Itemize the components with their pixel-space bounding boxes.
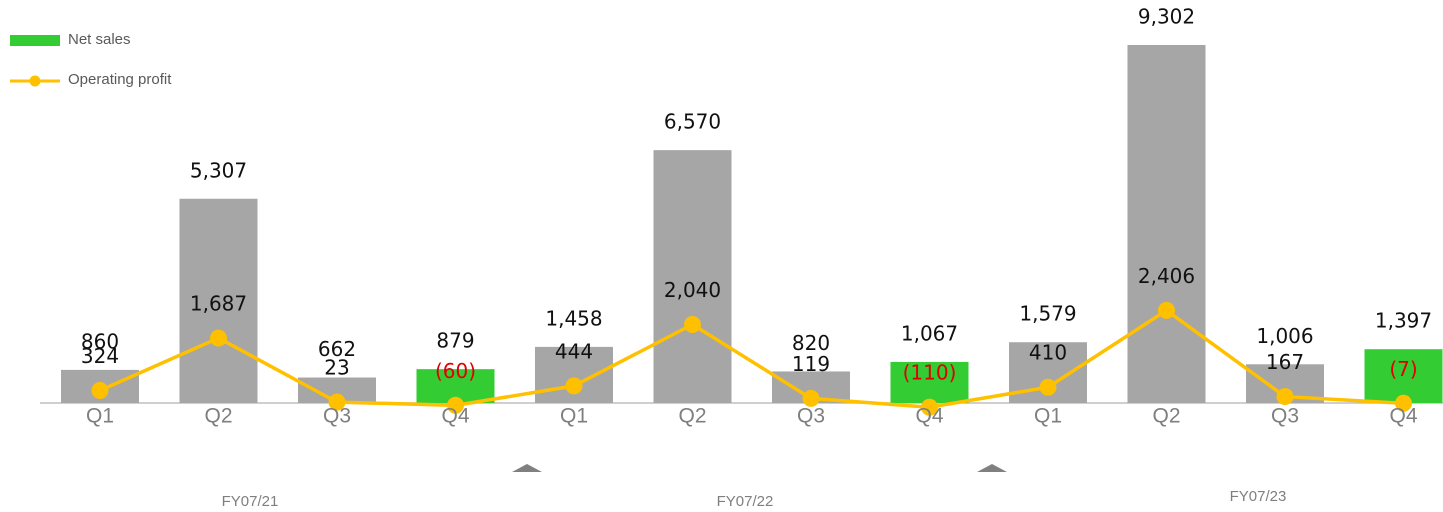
x-tick-label: Q4: [441, 405, 469, 428]
data-label: 879: [436, 329, 474, 353]
x-tick-label: Q4: [1389, 405, 1417, 428]
line-marker: [328, 393, 346, 411]
group-separator: [977, 464, 1007, 472]
data-label: 6,570: [664, 110, 721, 134]
bar: [1127, 45, 1206, 403]
bar: [1364, 349, 1443, 403]
data-label: 1,579: [1019, 302, 1076, 326]
x-tick-label: Q3: [323, 405, 351, 428]
data-label: 9,302: [1138, 5, 1195, 29]
data-label: 1,687: [190, 292, 247, 316]
line-marker: [921, 398, 938, 416]
legend-label: Net sales: [68, 31, 131, 48]
group-separator: [512, 464, 542, 472]
x-tick-label: Q3: [797, 405, 825, 428]
data-label: 1,458: [545, 306, 602, 330]
bar: [179, 198, 258, 403]
group-label: FY07/22: [717, 493, 774, 510]
group-label: FY07/21: [222, 493, 279, 510]
line-marker: [1395, 394, 1412, 412]
data-label: 860: [81, 329, 119, 353]
data-label: (110): [903, 361, 957, 385]
bar: [653, 150, 732, 403]
data-label: 324: [81, 344, 119, 368]
data-label: 2,040: [664, 278, 721, 302]
data-label: (60): [435, 359, 476, 383]
data-label: 167: [1266, 350, 1304, 374]
line-marker: [1039, 378, 1057, 396]
data-label: 119: [792, 352, 830, 376]
line-marker: [447, 396, 464, 414]
line: [99, 308, 1404, 409]
x-tick-label: Q2: [204, 405, 232, 428]
data-label: 410: [1029, 341, 1067, 365]
data-label: 23: [324, 356, 349, 380]
data-label: 1,397: [1375, 309, 1432, 333]
legend-swatch: [10, 35, 60, 46]
data-label: 5,307: [190, 158, 247, 182]
data-label: 820: [792, 331, 830, 355]
x-tick-label: Q2: [678, 405, 706, 428]
line-marker: [684, 315, 701, 333]
legend-label: Operating profit: [68, 71, 172, 88]
x-tick-label: Q4: [915, 405, 943, 428]
data-label: 444: [555, 339, 593, 363]
x-tick-label: Q1: [86, 405, 114, 428]
group-label: FY07/23: [1230, 488, 1287, 505]
x-tick-label: Q3: [1271, 405, 1299, 428]
line-marker: [91, 382, 109, 400]
line-marker: [210, 329, 227, 347]
line-marker: [1276, 388, 1294, 406]
line-marker: [565, 377, 583, 395]
data-label: (7): [1389, 357, 1417, 381]
legend-swatch: [29, 75, 41, 87]
x-tick-label: Q1: [560, 405, 588, 428]
x-tick-label: Q1: [1034, 405, 1062, 428]
data-label: 662: [318, 337, 356, 361]
bar: [890, 361, 969, 403]
data-label: 1,006: [1256, 324, 1313, 348]
data-label: 2,406: [1138, 264, 1195, 288]
line-marker: [1158, 301, 1175, 319]
data-label: 1,067: [901, 321, 958, 345]
line-marker: [802, 389, 820, 407]
x-tick-label: Q2: [1152, 405, 1180, 428]
